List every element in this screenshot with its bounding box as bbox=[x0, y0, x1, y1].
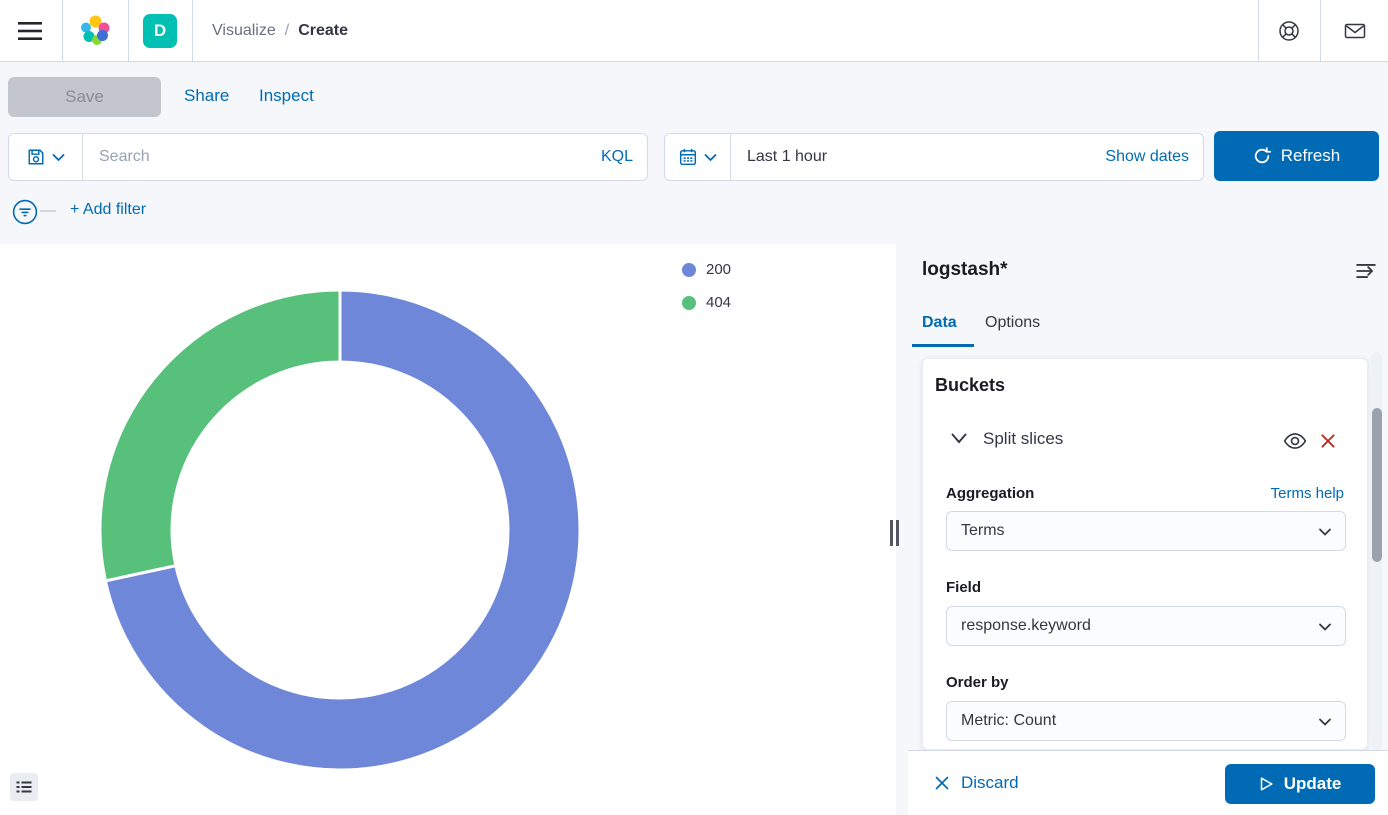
filter-placeholder-dash bbox=[40, 210, 56, 212]
collapse-panel-button[interactable] bbox=[1355, 260, 1377, 282]
chevron-down-icon bbox=[951, 433, 967, 444]
aggregation-label: Aggregation bbox=[946, 485, 1035, 502]
legend-dot bbox=[682, 262, 696, 277]
buckets-card: Buckets Split slices Aggregation Terms h… bbox=[922, 358, 1368, 750]
filter-icon bbox=[12, 199, 38, 225]
legend-item-200[interactable]: 200 bbox=[682, 259, 731, 280]
chevron-down-icon bbox=[703, 153, 717, 161]
calendar-icon bbox=[679, 148, 696, 166]
legend-label: 404 bbox=[706, 294, 732, 311]
split-slices-collapse-button[interactable] bbox=[951, 433, 967, 448]
aggregation-select-value: Terms bbox=[961, 522, 1005, 539]
refresh-icon bbox=[1254, 147, 1271, 164]
field-select[interactable]: response.keyword bbox=[946, 606, 1346, 646]
discard-label: Discard bbox=[961, 773, 1019, 792]
refresh-label: Refresh bbox=[1280, 146, 1341, 165]
aggregation-select[interactable]: Terms bbox=[946, 511, 1346, 551]
editor-footer: Discard Update bbox=[908, 750, 1388, 815]
resizer-icon bbox=[889, 520, 893, 546]
split-slices-label[interactable]: Split slices bbox=[983, 429, 1064, 448]
help-icon bbox=[1279, 21, 1299, 41]
field-label: Field bbox=[946, 579, 982, 596]
show-dates-button[interactable]: Show dates bbox=[1105, 134, 1189, 180]
eye-icon bbox=[1283, 433, 1307, 449]
chevron-down-icon bbox=[1319, 718, 1331, 726]
order-by-label: Order by bbox=[946, 674, 1009, 691]
breadcrumb-create: Create bbox=[298, 21, 349, 39]
remove-bucket-button[interactable] bbox=[1319, 432, 1337, 450]
visualization-editor-panel: logstash* Data Options Buckets Split sli… bbox=[908, 244, 1388, 815]
hamburger-menu-button[interactable] bbox=[10, 11, 50, 51]
saved-query-menu-button[interactable] bbox=[9, 134, 83, 180]
legend-label: 200 bbox=[706, 261, 732, 278]
chart-legend: 200 404 bbox=[682, 259, 731, 313]
chevron-down-icon bbox=[1319, 623, 1331, 631]
donut-slice-404[interactable] bbox=[98, 288, 342, 583]
divider bbox=[128, 0, 129, 61]
space-avatar[interactable]: D bbox=[143, 14, 177, 48]
tab-options[interactable]: Options bbox=[985, 314, 1041, 331]
discard-icon bbox=[935, 776, 949, 790]
toggle-visibility-button[interactable] bbox=[1283, 431, 1307, 451]
date-quick-select-button[interactable] bbox=[665, 134, 731, 180]
chevron-down-icon bbox=[1319, 528, 1331, 536]
save-button[interactable]: Save bbox=[8, 77, 161, 117]
donut-slice-200[interactable] bbox=[103, 288, 582, 772]
breadcrumb: Visualize / Create bbox=[212, 0, 348, 61]
field-select-value: response.keyword bbox=[961, 617, 1091, 634]
order-by-select[interactable]: Metric: Count bbox=[946, 701, 1346, 741]
scrollbar-thumb[interactable] bbox=[1372, 408, 1382, 562]
legend-item-404[interactable]: 404 bbox=[682, 292, 731, 313]
refresh-button[interactable]: Refresh bbox=[1214, 131, 1379, 181]
help-button[interactable] bbox=[1277, 19, 1301, 46]
discard-button[interactable]: Discard bbox=[934, 751, 1019, 815]
update-button[interactable]: Update bbox=[1225, 764, 1375, 804]
divider bbox=[62, 0, 63, 61]
tab-data[interactable]: Data bbox=[922, 314, 957, 331]
buckets-heading: Buckets bbox=[935, 375, 1006, 395]
top-navigation-bar: D Visualize / Create bbox=[0, 0, 1388, 62]
time-range-value[interactable]: Last 1 hour bbox=[747, 148, 828, 165]
query-bar: KQL bbox=[8, 133, 648, 181]
date-picker-bar: Last 1 hour Show dates bbox=[664, 133, 1204, 181]
panel-resizer-handle[interactable] bbox=[887, 517, 901, 549]
divider bbox=[1258, 0, 1259, 61]
legend-dot bbox=[682, 295, 696, 310]
hamburger-icon bbox=[18, 22, 42, 40]
search-input[interactable] bbox=[99, 136, 539, 178]
donut-chart-wrap bbox=[90, 280, 590, 780]
save-query-icon bbox=[28, 149, 43, 165]
mail-icon bbox=[1344, 23, 1366, 39]
inspect-button[interactable]: Inspect bbox=[259, 86, 314, 105]
resizer-icon bbox=[895, 520, 899, 546]
add-filter-button[interactable]: + Add filter bbox=[70, 201, 147, 218]
visualization-canvas: 200 404 bbox=[0, 244, 896, 815]
play-icon bbox=[1260, 777, 1273, 791]
terms-help-link[interactable]: Terms help bbox=[1270, 485, 1344, 502]
order-by-select-value: Metric: Count bbox=[961, 712, 1057, 729]
legend-toggle-button[interactable] bbox=[10, 773, 38, 801]
collapse-panel-icon bbox=[1356, 264, 1376, 278]
legend-toggle-icon bbox=[16, 781, 32, 793]
remove-icon bbox=[1321, 434, 1335, 448]
chevron-down-icon bbox=[51, 153, 65, 161]
elastic-logo[interactable] bbox=[79, 15, 111, 47]
divider bbox=[1320, 0, 1321, 61]
donut-chart bbox=[98, 288, 582, 772]
breadcrumb-visualize[interactable]: Visualize bbox=[212, 21, 276, 39]
index-pattern-title: logstash* bbox=[922, 259, 1008, 280]
divider bbox=[192, 0, 193, 61]
update-label: Update bbox=[1283, 774, 1342, 793]
breadcrumb-separator: / bbox=[284, 21, 290, 39]
active-tab-underline bbox=[912, 344, 974, 347]
filter-menu-button[interactable] bbox=[12, 199, 38, 225]
share-button[interactable]: Share bbox=[184, 86, 230, 105]
mail-button[interactable] bbox=[1343, 19, 1367, 46]
query-language-button[interactable]: KQL bbox=[601, 134, 633, 180]
